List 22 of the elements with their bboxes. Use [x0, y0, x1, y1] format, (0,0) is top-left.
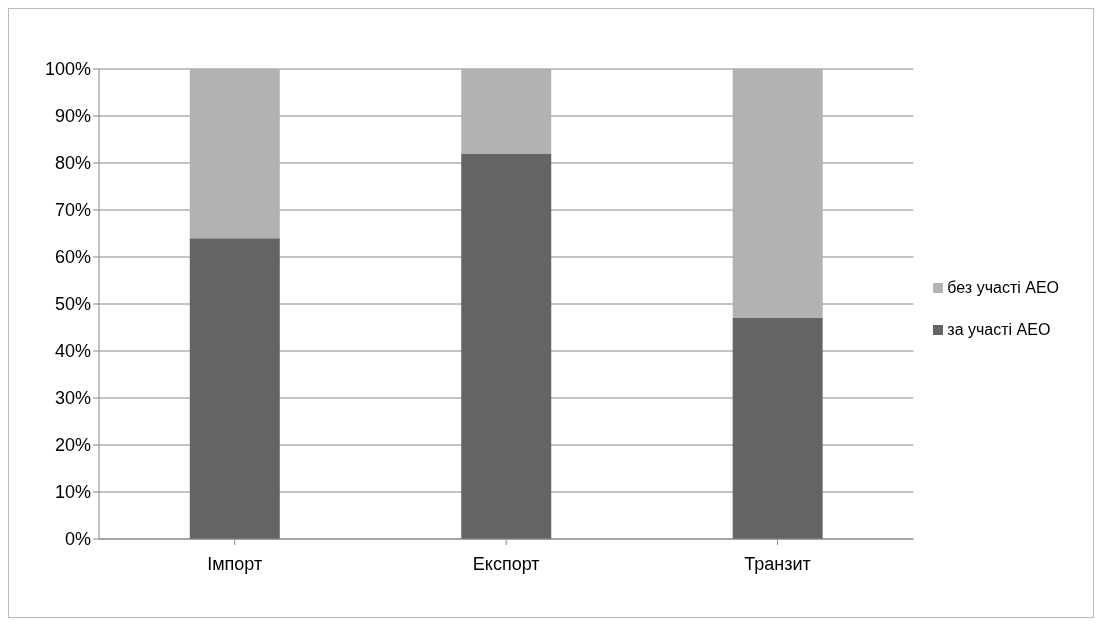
- x-tick-label: Транзит: [744, 553, 811, 574]
- y-tick-label: 100%: [44, 59, 91, 80]
- x-tick-label: Експорт: [472, 553, 540, 574]
- y-tick-label: 0%: [64, 529, 91, 550]
- legend-label: без участі АЕО: [947, 279, 1059, 297]
- y-tick-label: 50%: [54, 294, 91, 315]
- y-tick-label: 20%: [54, 435, 91, 456]
- y-tick-label: 10%: [54, 482, 91, 503]
- y-tick-label: 30%: [54, 388, 91, 409]
- bar: [189, 238, 280, 539]
- y-tick-label: 40%: [54, 341, 91, 362]
- y-tick-label: 80%: [54, 153, 91, 174]
- x-tick-label: Імпорт: [207, 553, 263, 574]
- legend-label: за участі АЕО: [947, 321, 1051, 339]
- bar: [732, 318, 823, 539]
- bar: [732, 69, 823, 319]
- y-tick-label: 90%: [54, 106, 91, 127]
- y-tick-label: 60%: [54, 247, 91, 268]
- y-tick-label: 70%: [54, 200, 91, 221]
- bar: [461, 69, 552, 154]
- bar: [461, 153, 552, 539]
- bar: [189, 69, 280, 239]
